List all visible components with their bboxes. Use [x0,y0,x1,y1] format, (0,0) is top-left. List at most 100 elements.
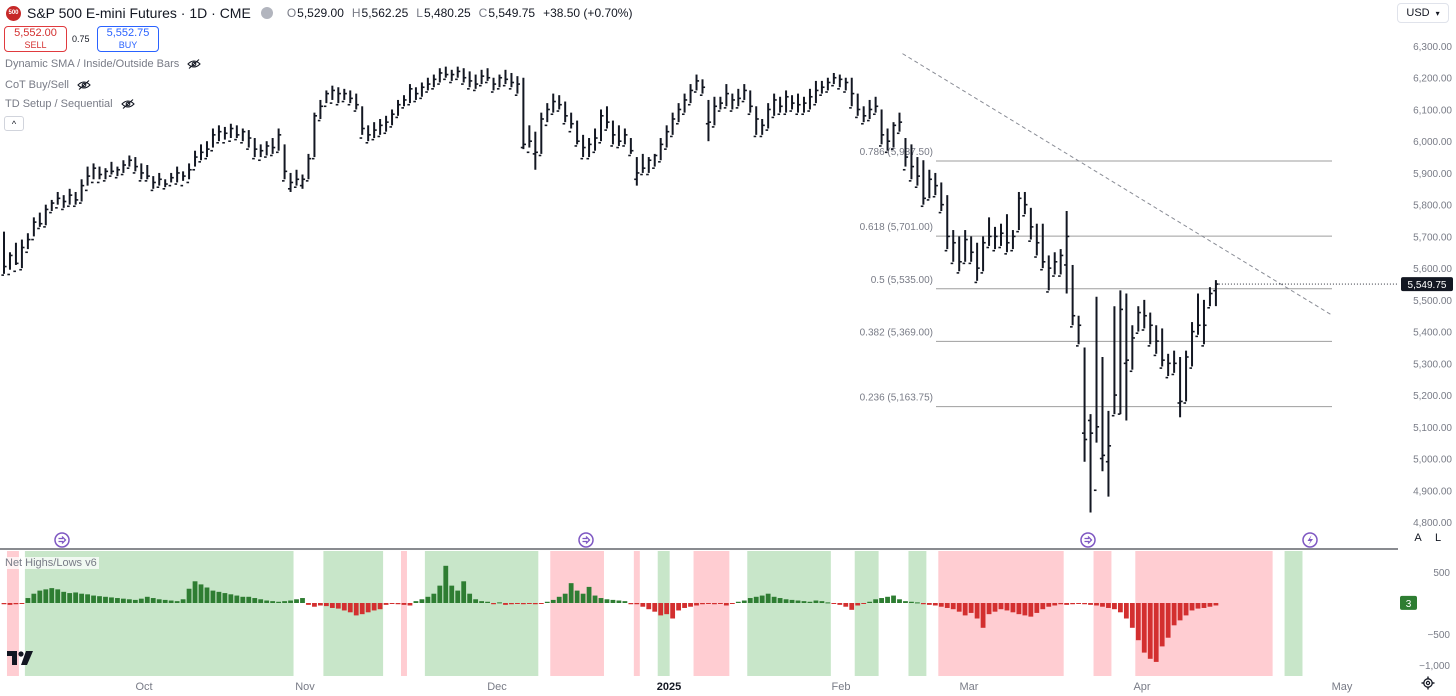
histogram-bar-positive [180,599,186,603]
ohlc-bar [13,242,19,273]
symbol-header[interactable]: 500 S&P 500 E-mini Futures · 1D · CME O … [0,0,632,26]
histogram-bar-positive [276,601,282,603]
symbol-logo: 500 [6,5,21,21]
eye-hidden-icon[interactable] [77,80,91,90]
price-axis-tick: 5,400.00 [1413,328,1452,339]
indicator-td-setup[interactable]: TD Setup / Sequential [5,98,135,110]
ohlc-bar [234,125,240,141]
ohlc-bar [723,84,729,109]
tradingview-logo-icon[interactable] [7,651,33,665]
ohlc-bar [956,236,962,274]
ohlc-bar [204,141,210,160]
ohlc-bar [43,204,49,228]
ohlc-bar [902,138,909,171]
signal-zone-green [323,551,384,676]
sell-button[interactable]: 5,552.00 SELL [4,26,67,52]
histogram-bar-negative [723,603,729,606]
ohlc-bar [1135,306,1141,334]
fibonacci-retracement[interactable]: 0.786 (5,937.50) 0.618 (5,701.00) 0.5 (5,5… [860,147,1332,408]
histogram-bar-negative [1213,603,1219,606]
trendline[interactable] [902,53,1333,316]
fib-level-label: 0.5 (5,535.00) [871,275,933,286]
log-scale-button[interactable]: L [1434,532,1442,544]
ohlc-bar [1147,312,1153,347]
histogram-bar-positive [819,601,825,603]
ohlc-bar [473,74,479,92]
time-axis-label: Mar [960,681,979,693]
histogram-bar-positive [228,594,234,603]
ohlc-bar [222,126,228,144]
histogram-bar-positive [556,596,562,603]
currency-select[interactable]: USD ▾ [1397,3,1449,23]
event-arrow-icon[interactable] [54,532,70,548]
histogram-bar-positive [562,593,568,603]
auto-scale-button[interactable]: A [1414,532,1422,544]
histogram-bar-positive [604,599,610,603]
event-lightning-icon[interactable] [1302,532,1318,548]
ohlc-bar [681,93,688,116]
ohlc-bar [950,230,956,265]
histogram-bar-negative [1106,603,1111,608]
histogram-bar-negative [932,603,938,606]
event-circle [54,532,70,548]
histogram-bar-positive [825,602,831,604]
indicator-dynamic-sma[interactable]: Dynamic SMA / Inside/Outside Bars [5,58,202,70]
event-arrow-icon[interactable] [1080,532,1096,548]
histogram-bar-positive [550,599,556,603]
signal-zone-green [1284,551,1303,676]
histogram-bar-positive [485,601,490,603]
indicator-cot[interactable]: CoT Buy/Sell [5,79,91,91]
time-axis-label: Oct [135,681,152,693]
eye-hidden-icon[interactable] [187,59,202,69]
histogram-bar-positive [437,585,443,603]
ohlc-bar [425,77,431,93]
histogram-bar-negative [1189,603,1195,611]
ohlc-bar [389,109,395,128]
ohlc-bar [1201,299,1207,347]
histogram-bar-positive [807,601,813,603]
symbol-title[interactable]: S&P 500 E-mini Futures · 1D · CME [27,5,251,21]
histogram-bar-positive [777,598,783,603]
signal-zone-red [6,551,19,676]
fib-level-label: 0.618 (5,701.00) [860,222,933,233]
zones-layer [6,551,1303,676]
histogram-bar-negative [526,603,532,604]
fib-level-label: 0.786 (5,937.50) [860,147,933,158]
market-status-dot[interactable] [260,7,273,19]
subpane-title[interactable]: Net Highs/Lows v6 [3,557,99,569]
buy-button[interactable]: 5,552.75 BUY [97,26,159,52]
histogram-bar-negative [1165,603,1171,638]
ohlc-bar [174,166,180,185]
axes: 4,800.00 4,900.00 5,000.00 5,100.00 5,200.00… [0,42,1453,693]
ohlc-bar [998,223,1004,249]
histogram-bar-positive [574,590,580,603]
ohlc-bar [1213,280,1219,307]
histogram-bar-negative [318,603,323,606]
histogram-bar-negative [1159,603,1165,647]
histogram-bar-positive [192,581,198,603]
ohlc-bar [622,128,628,147]
event-markers[interactable] [54,532,1318,548]
signal-zone-green [747,551,831,676]
histogram-bar-positive [455,590,461,603]
ohlc-bar [646,157,652,176]
ohlc-bar [807,88,813,112]
ohlc-bar [114,166,121,179]
ohlc-bar [968,236,974,265]
eye-hidden-icon[interactable] [120,99,135,109]
collapse-indicators-button[interactable]: ^ [4,116,24,131]
ohlc-bar [449,69,455,84]
histogram-bar-positive [61,591,67,603]
ohlc-bar [240,128,246,144]
histogram-bar-positive [49,588,55,603]
hist-last-badge [1400,595,1417,610]
event-arrow-icon[interactable] [578,532,594,548]
gear-icon[interactable] [1421,676,1435,690]
ohlc-bar [944,195,950,252]
ohlc-bar [1141,299,1147,331]
ohlc-bar [287,172,294,192]
ohlc-bar [717,96,723,112]
ohlc-bar [19,239,25,271]
histogram-bar-negative [1,603,7,605]
